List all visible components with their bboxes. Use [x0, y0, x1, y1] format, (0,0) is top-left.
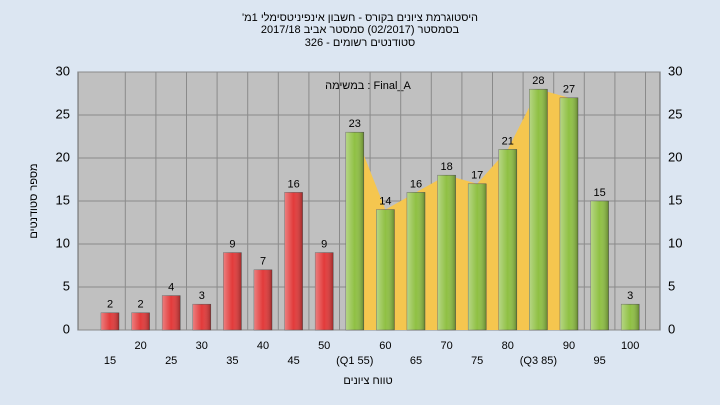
x-tick-label: 75 [471, 355, 483, 367]
x-tick-label: 70 [440, 340, 452, 352]
bar-shade [468, 183, 487, 330]
value-label: 3 [627, 290, 633, 302]
value-label: 21 [502, 135, 514, 147]
chart-subtitle: בסמסטר (02/2017) סמסטר אביב 2017/18 [261, 24, 460, 36]
value-label: 16 [410, 178, 422, 190]
bar-shade [621, 304, 640, 330]
x-tick-label: (Q3 85) [520, 355, 557, 367]
x-tick-label: 25 [165, 355, 177, 367]
bar-shade [437, 175, 456, 330]
value-label: 23 [349, 118, 361, 130]
x-tick-label: 20 [134, 340, 146, 352]
value-label: 4 [168, 282, 174, 294]
bar-shade [376, 209, 395, 330]
bar-shade [407, 192, 425, 330]
y2-tick-label: 15 [668, 192, 682, 207]
y2-tick-label: 5 [668, 278, 675, 293]
x-tick-label: 30 [196, 340, 208, 352]
bar-shade [192, 304, 211, 330]
bar-shade [101, 312, 119, 330]
value-label: 27 [563, 84, 575, 96]
value-label: 28 [532, 75, 544, 87]
bar-shade [498, 149, 517, 330]
value-label: 17 [471, 170, 483, 182]
bar-shade [284, 192, 303, 330]
x-tick-label: 80 [502, 340, 514, 352]
y-tick-label: 5 [63, 278, 70, 293]
y-tick-label: 20 [56, 149, 70, 164]
bar-shade [345, 132, 364, 330]
chart-title: היסטוגרמת ציונים בקורס - חשבון אינפיניטס… [242, 11, 478, 24]
x-tick-label: 45 [287, 355, 299, 367]
bar-shade [254, 269, 272, 330]
x-tick-label: 65 [410, 355, 422, 367]
y-tick-label: 15 [56, 192, 70, 207]
y-tick-label: 30 [56, 63, 70, 78]
x-tick-label: 100 [621, 340, 639, 352]
x-axis-label: טווח ציונים [343, 375, 392, 387]
bar-shade [131, 312, 150, 330]
x-tick-label: 35 [226, 355, 238, 367]
y2-tick-label: 0 [668, 321, 675, 336]
bar-shade [560, 97, 578, 330]
annotation: במשימה : Final_A [325, 80, 411, 92]
y2-tick-label: 10 [668, 235, 682, 250]
value-label: 15 [593, 187, 605, 199]
y-tick-label: 0 [63, 321, 70, 336]
bar-shade [529, 89, 548, 330]
value-label: 9 [321, 239, 327, 251]
value-label: 18 [440, 161, 452, 173]
value-label: 9 [229, 239, 235, 251]
bar-shade [162, 295, 181, 330]
x-tick-label: 40 [257, 340, 269, 352]
bar-shade [315, 252, 334, 330]
y-tick-label: 10 [56, 235, 70, 250]
y2-tick-label: 20 [668, 149, 682, 164]
x-tick-label: 50 [318, 340, 330, 352]
bar-shade [223, 252, 242, 330]
value-label: 2 [107, 299, 113, 311]
y2-tick-label: 30 [668, 63, 682, 78]
value-label: 16 [287, 178, 299, 190]
y-axis-label: מספר סטודנטים [28, 163, 40, 238]
y2-tick-label: 25 [668, 106, 682, 121]
bar-shade [590, 201, 609, 330]
value-label: 2 [138, 299, 144, 311]
x-tick-label: 15 [104, 355, 116, 367]
y-tick-label: 25 [56, 106, 70, 121]
x-tick-label: 60 [379, 340, 391, 352]
value-label: 3 [199, 290, 205, 302]
x-tick-label: 95 [593, 355, 605, 367]
chart-subtitle: סטודנטים רשומים - 326 [305, 37, 416, 49]
value-label: 7 [260, 256, 266, 268]
value-label: 14 [379, 196, 391, 208]
x-tick-label: 90 [563, 340, 575, 352]
x-tick-label: (Q1 55) [336, 355, 373, 367]
